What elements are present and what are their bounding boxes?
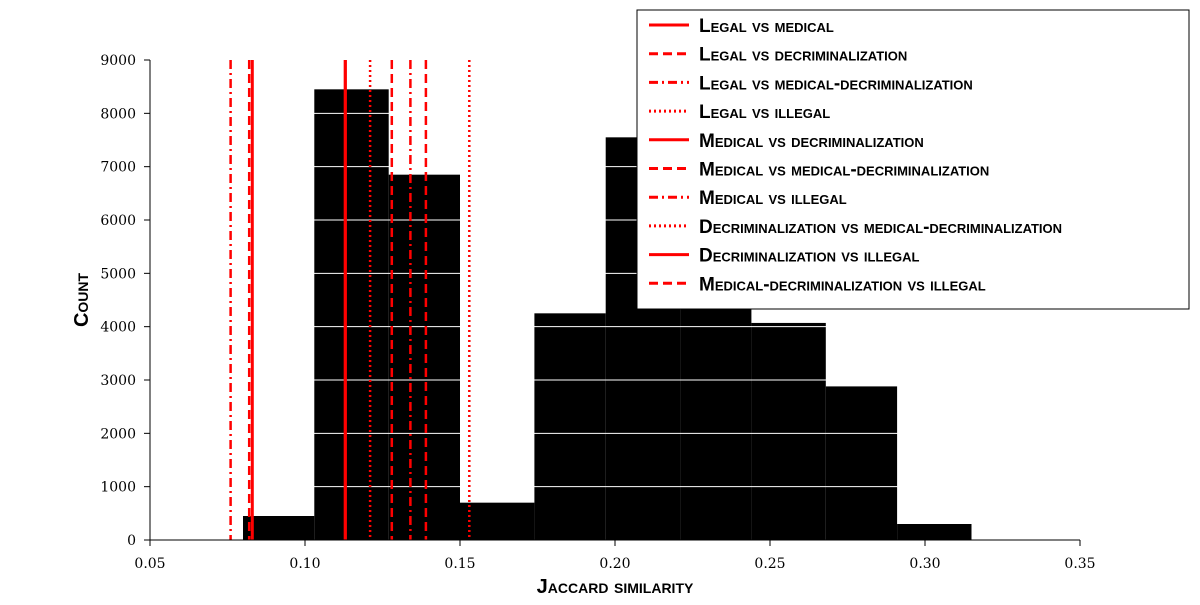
- legend-label-6: Medical vs medical-decriminalization: [699, 160, 989, 181]
- x-tick-label-6: 0.35: [1064, 556, 1095, 572]
- legend-label-10: Medical-decriminalization vs illegal: [699, 274, 986, 295]
- reference-lines: [229, 60, 471, 540]
- legend-label-1: Legal vs medical: [699, 16, 834, 37]
- x-ticks: 0.05 0.10 0.15 0.20 0.25 0.30 0.35: [134, 540, 1096, 572]
- y-tick-label-3: 3000: [100, 373, 136, 389]
- histogram-bars: [243, 89, 972, 541]
- y-ticks: 0 1000 2000 3000 4000 5000 6000 7000 8000 9000: [100, 53, 150, 549]
- histogram-bar-1: [243, 516, 315, 540]
- legend-label-4: Legal vs illegal: [699, 102, 830, 123]
- histogram-bar-8: [751, 322, 826, 540]
- x-tick-label-4: 0.25: [754, 556, 785, 572]
- x-axis-title: Jaccard similarity: [537, 576, 694, 598]
- legend-label-7: Medical vs illegal: [699, 188, 847, 209]
- x-tick-label-5: 0.30: [909, 556, 940, 572]
- x-tick-label-3: 0.20: [599, 556, 630, 572]
- legend-box: [636, 9, 1190, 310]
- histogram-bar-9: [825, 386, 898, 540]
- y-tick-label-2: 2000: [100, 426, 136, 442]
- legend-label-8: Decriminalization vs medical-decriminali…: [699, 217, 1062, 238]
- x-tick-label-0: 0.05: [134, 556, 165, 572]
- histogram-bar-2: [314, 89, 389, 540]
- legend-label-5: Medical vs decriminalization: [699, 131, 924, 152]
- y-tick-label-9: 9000: [100, 53, 136, 69]
- legend-label-2: Legal vs decriminalization: [699, 45, 907, 66]
- y-tick-label-4: 4000: [100, 320, 136, 336]
- histogram-bar-5: [534, 313, 606, 540]
- histogram-bar-10: [897, 524, 972, 540]
- x-tick-label-1: 0.10: [289, 556, 320, 572]
- y-axis-title: Count: [71, 273, 93, 328]
- y-tick-label-0: 0: [127, 533, 136, 549]
- legend-label-3: Legal vs medical-decriminalization: [699, 73, 973, 94]
- y-tick-label-8: 8000: [100, 106, 136, 122]
- histogram-bar-4: [460, 502, 535, 540]
- legend-label-9: Decriminalization vs illegal: [699, 246, 920, 267]
- y-tick-label-5: 5000: [100, 266, 136, 282]
- y-tick-label-1: 1000: [100, 480, 136, 496]
- x-tick-label-2: 0.15: [444, 556, 475, 572]
- y-tick-label-7: 7000: [100, 160, 136, 176]
- y-tick-label-6: 6000: [100, 213, 136, 229]
- histogram-bar-3: [388, 174, 460, 540]
- legend: Legal vs medical Legal vs decriminalizati…: [636, 9, 1190, 310]
